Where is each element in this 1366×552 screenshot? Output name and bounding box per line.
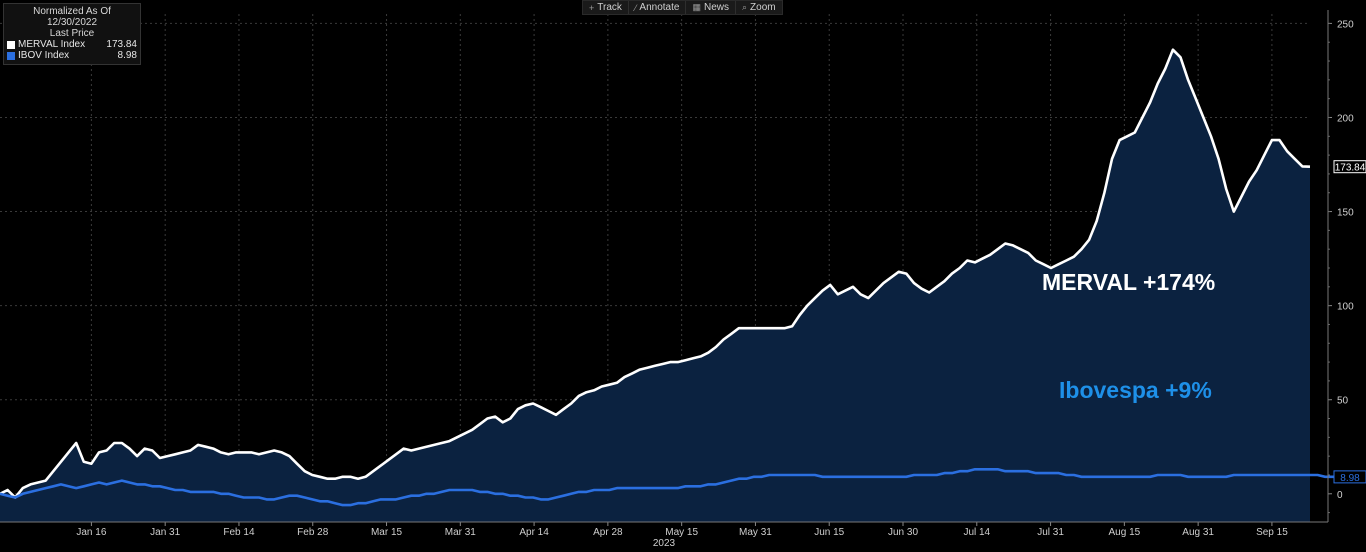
x-tick-label: Jun 15 (814, 527, 844, 538)
x-tick-label: Apr 28 (593, 527, 623, 538)
x-tick-label: Aug 31 (1182, 527, 1214, 538)
legend-subheader: Last Price (49, 28, 95, 39)
legend-series-name: IBOV Index (18, 50, 70, 61)
chart-lines (0, 48, 1356, 507)
legend-swatch (7, 51, 15, 60)
news-label: News (703, 2, 729, 13)
x-tick-label: May 15 (665, 527, 698, 538)
legend-series-value: 8.98 (117, 50, 137, 61)
x-tick-label: Feb 14 (223, 527, 255, 538)
legend-header: Normalized As Of 12/30/2022 (33, 6, 111, 28)
series-line-0 (0, 48, 1311, 499)
x-tick-label: Mar 31 (445, 527, 477, 538)
x-axis-year: 2023 (653, 538, 676, 549)
zoom-label: Zoom (750, 2, 776, 13)
y-tick-label: 50 (1337, 396, 1349, 407)
legend-series-name: MERVAL Index (18, 39, 86, 50)
y-tick-label: 150 (1337, 208, 1354, 219)
merval-annotation: MERVAL +174% (1042, 269, 1216, 295)
x-tick-label: Jul 31 (1037, 527, 1064, 538)
legend-item-merval[interactable]: MERVAL Index 173.84 (7, 39, 137, 50)
x-tick-label: Jun 30 (888, 527, 918, 538)
last-price-label: 8.98 (1340, 473, 1360, 484)
y-tick-label: 100 (1337, 302, 1354, 313)
crosshair-icon: + (589, 2, 595, 13)
zoom-button[interactable]: ⌕ Zoom (736, 1, 782, 14)
chart-toolbar: + Track ⁄ Annotate ▦ News ⌕ Zoom (582, 0, 783, 15)
chart-legend: Normalized As Of 12/30/2022 Last Price M… (3, 3, 141, 65)
x-tick-label: Sep 15 (1256, 527, 1288, 538)
series-area-0 (0, 49, 1310, 522)
last-price-box (1333, 160, 1366, 174)
x-tick-label: Aug 15 (1109, 527, 1141, 538)
x-tick-label: Jan 31 (150, 527, 180, 538)
pencil-icon: ⁄ (634, 2, 637, 13)
annotate-button[interactable]: ⁄ Annotate (629, 1, 687, 14)
y-tick-label: 250 (1337, 19, 1354, 30)
y-axis: 0 50 100 150 200 250 (1327, 10, 1354, 522)
x-tick-label: Apr 14 (519, 527, 549, 538)
x-tick-label: Mar 15 (371, 527, 403, 538)
x-axis: Jan 16 Jan 31 Feb 14 Feb 28 Mar 15 Mar 31 Apr … (0, 521, 1328, 549)
x-tick-label: Jan 16 (76, 527, 106, 538)
news-button[interactable]: ▦ News (686, 1, 736, 14)
magnifier-icon: ⌕ (742, 2, 748, 12)
chart-areas (0, 49, 1310, 522)
legend-swatch (7, 40, 15, 49)
annotate-label: Annotate (639, 2, 680, 13)
news-icon: ▦ (692, 2, 701, 12)
last-price-label: 173.84 (1335, 163, 1366, 174)
x-tick-label: Jul 14 (963, 527, 990, 538)
y-tick-label: 0 (1337, 490, 1343, 501)
ibov-annotation: Ibovespa +9% (1059, 377, 1212, 403)
y-tick-label: 200 (1337, 113, 1354, 124)
series-line-1 (0, 467, 1356, 507)
track-label: Track (597, 2, 622, 13)
last-price-box (1333, 470, 1366, 484)
legend-series-value: 173.84 (106, 39, 137, 50)
legend-item-ibov[interactable]: IBOV Index 8.98 (7, 50, 137, 61)
track-button[interactable]: + Track (583, 1, 629, 14)
x-tick-label: May 31 (739, 527, 772, 538)
x-tick-label: Feb 28 (297, 527, 329, 538)
last-price-labels: 173.84 8.98 (1333, 160, 1366, 484)
